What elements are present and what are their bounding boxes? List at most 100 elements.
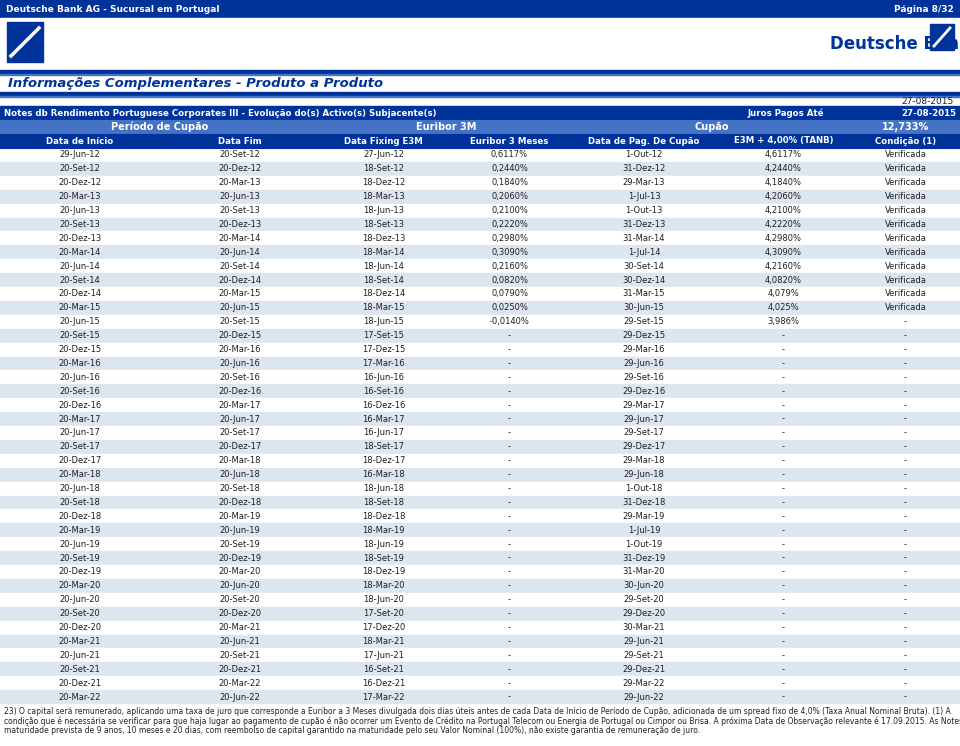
Text: -: - bbox=[782, 526, 785, 535]
Bar bbox=[0, 287, 960, 301]
Text: -: - bbox=[782, 442, 785, 451]
Bar bbox=[160, 134, 320, 148]
Text: 16-Jun-17: 16-Jun-17 bbox=[363, 428, 404, 437]
Text: -: - bbox=[508, 651, 511, 660]
Text: -: - bbox=[508, 345, 511, 354]
Text: 29-Mar-13: 29-Mar-13 bbox=[623, 178, 665, 187]
Bar bbox=[851, 120, 960, 134]
Text: 17-Jun-21: 17-Jun-21 bbox=[363, 651, 404, 660]
Bar bbox=[0, 245, 960, 259]
Text: -: - bbox=[508, 568, 511, 577]
Text: 17-Dez-15: 17-Dez-15 bbox=[362, 345, 405, 354]
Bar bbox=[0, 18, 960, 70]
Text: 20-Dez-14: 20-Dez-14 bbox=[59, 289, 102, 298]
Bar bbox=[0, 440, 960, 454]
Text: 20-Jun-19: 20-Jun-19 bbox=[60, 539, 101, 548]
Text: 20-Set-14: 20-Set-14 bbox=[60, 275, 101, 284]
Text: Data de Início: Data de Início bbox=[46, 137, 113, 145]
Text: -: - bbox=[508, 512, 511, 521]
Text: -: - bbox=[782, 470, 785, 479]
Bar bbox=[320, 120, 572, 134]
Text: -: - bbox=[782, 373, 785, 382]
Bar bbox=[0, 70, 960, 72]
Text: 20-Dez-15: 20-Dez-15 bbox=[219, 331, 261, 340]
Text: 29-Set-20: 29-Set-20 bbox=[624, 595, 664, 604]
Text: 20-Mar-21: 20-Mar-21 bbox=[59, 637, 101, 646]
Text: -: - bbox=[904, 498, 907, 507]
Text: -: - bbox=[508, 539, 511, 548]
Text: -: - bbox=[904, 539, 907, 548]
Bar bbox=[0, 621, 960, 635]
Text: -: - bbox=[508, 401, 511, 410]
Text: 20-Mar-20: 20-Mar-20 bbox=[219, 568, 261, 577]
Text: 18-Set-19: 18-Set-19 bbox=[363, 554, 404, 562]
Bar bbox=[0, 148, 960, 162]
Text: 20-Set-16: 20-Set-16 bbox=[220, 373, 260, 382]
Text: E3M + 4,00% (TANB): E3M + 4,00% (TANB) bbox=[733, 137, 833, 145]
Text: 20-Set-15: 20-Set-15 bbox=[220, 317, 260, 326]
Text: 20-Set-13: 20-Set-13 bbox=[220, 206, 260, 215]
Text: 4,2100%: 4,2100% bbox=[765, 206, 802, 215]
Text: 1-Out-13: 1-Out-13 bbox=[625, 206, 662, 215]
Text: -: - bbox=[782, 539, 785, 548]
Text: Juros Pagos Até: Juros Pagos Até bbox=[748, 108, 825, 118]
Text: -: - bbox=[904, 637, 907, 646]
Text: 20-Jun-17: 20-Jun-17 bbox=[220, 415, 260, 424]
Text: 18-Jun-20: 18-Jun-20 bbox=[363, 595, 404, 604]
Text: -: - bbox=[782, 415, 785, 424]
Text: 20-Set-15: 20-Set-15 bbox=[60, 331, 101, 340]
Text: -: - bbox=[904, 581, 907, 590]
Text: 0,2100%: 0,2100% bbox=[492, 206, 528, 215]
Bar bbox=[0, 218, 960, 231]
Text: -: - bbox=[782, 401, 785, 410]
Text: 30-Set-14: 30-Set-14 bbox=[624, 262, 664, 271]
Bar bbox=[930, 24, 954, 50]
Text: 29-Set-21: 29-Set-21 bbox=[624, 651, 664, 660]
Text: -: - bbox=[904, 373, 907, 382]
Text: Data de Pag. De Cupão: Data de Pag. De Cupão bbox=[588, 137, 700, 145]
Text: 4,0820%: 4,0820% bbox=[765, 275, 802, 284]
Text: 0,2440%: 0,2440% bbox=[492, 164, 528, 173]
Text: 31-Dez-13: 31-Dez-13 bbox=[622, 220, 665, 229]
Bar bbox=[447, 134, 572, 148]
Text: Data Fim: Data Fim bbox=[218, 137, 262, 145]
Text: -: - bbox=[782, 512, 785, 521]
Text: 0,3090%: 0,3090% bbox=[491, 248, 528, 257]
Text: 31-Dez-19: 31-Dez-19 bbox=[622, 554, 665, 562]
Text: 0,0820%: 0,0820% bbox=[491, 275, 528, 284]
Text: -: - bbox=[904, 386, 907, 395]
Text: -: - bbox=[782, 345, 785, 354]
Text: 20-Set-20: 20-Set-20 bbox=[220, 595, 260, 604]
Bar bbox=[0, 565, 960, 579]
Text: 20-Mar-17: 20-Mar-17 bbox=[59, 415, 101, 424]
Text: 18-Jun-18: 18-Jun-18 bbox=[363, 484, 404, 493]
Bar bbox=[0, 106, 960, 120]
Text: -: - bbox=[508, 609, 511, 618]
Bar bbox=[0, 204, 960, 218]
Text: -: - bbox=[782, 623, 785, 632]
Text: Euribor 3 Meses: Euribor 3 Meses bbox=[470, 137, 549, 145]
Text: 20-Set-19: 20-Set-19 bbox=[60, 554, 101, 562]
Text: 17-Set-15: 17-Set-15 bbox=[363, 331, 404, 340]
Text: 18-Mar-15: 18-Mar-15 bbox=[362, 304, 405, 313]
Text: Verificada: Verificada bbox=[884, 233, 926, 243]
Text: -: - bbox=[508, 526, 511, 535]
Bar bbox=[0, 551, 960, 565]
Text: 18-Set-13: 18-Set-13 bbox=[363, 220, 404, 229]
Text: 20-Jun-20: 20-Jun-20 bbox=[60, 595, 101, 604]
Text: Verificada: Verificada bbox=[884, 206, 926, 215]
Text: 20-Jun-17: 20-Jun-17 bbox=[60, 428, 101, 437]
Text: 29-Jun-22: 29-Jun-22 bbox=[624, 692, 664, 701]
Bar bbox=[572, 134, 716, 148]
Text: 1-Jul-13: 1-Jul-13 bbox=[628, 192, 660, 201]
Text: Deutsche Bank: Deutsche Bank bbox=[830, 35, 960, 53]
Text: -: - bbox=[782, 679, 785, 688]
Text: 29-Dez-21: 29-Dez-21 bbox=[622, 665, 665, 674]
Text: -: - bbox=[508, 415, 511, 424]
Text: 20-Jun-15: 20-Jun-15 bbox=[220, 304, 260, 313]
Text: 20-Dez-12: 20-Dez-12 bbox=[219, 164, 261, 173]
Text: Informações Complementares - Produto a Produto: Informações Complementares - Produto a P… bbox=[8, 77, 383, 90]
Text: 1-Out-19: 1-Out-19 bbox=[625, 539, 662, 548]
Text: 20-Jun-16: 20-Jun-16 bbox=[60, 373, 101, 382]
Text: 20-Jun-14: 20-Jun-14 bbox=[60, 262, 101, 271]
